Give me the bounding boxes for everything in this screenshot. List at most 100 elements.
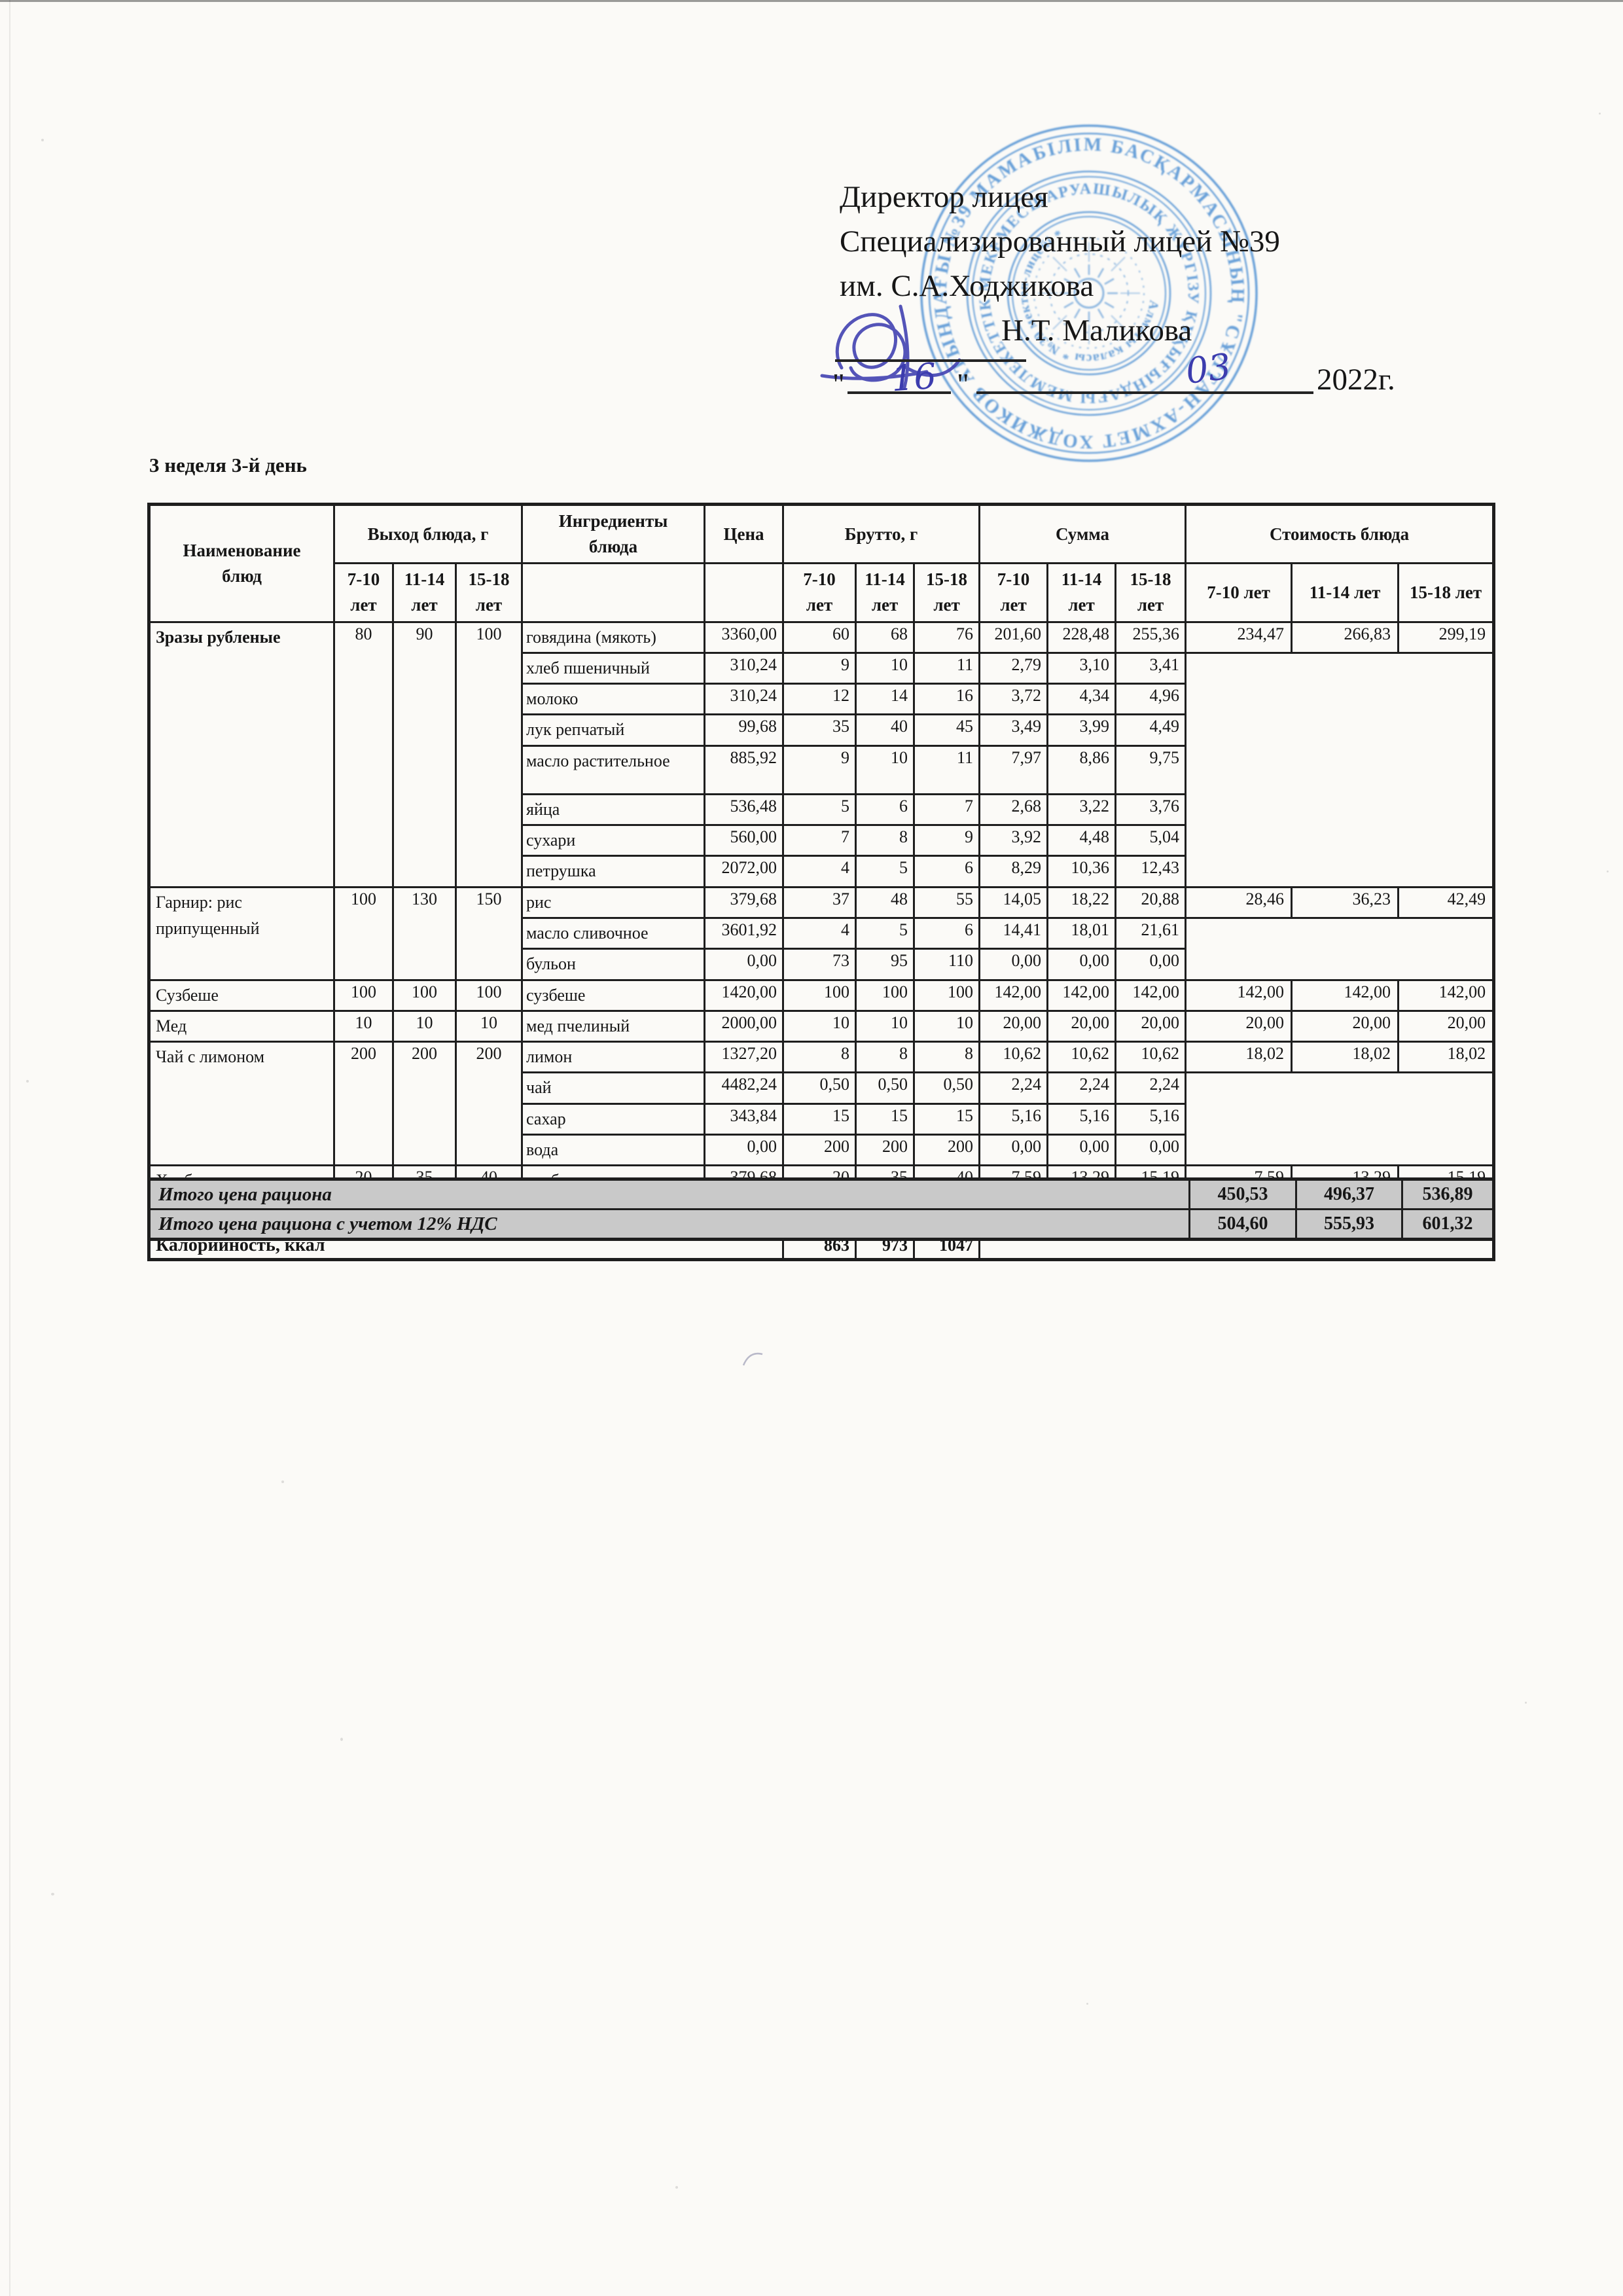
scan-speck (1599, 113, 1601, 115)
brutto-cell: 68 (855, 620, 916, 654)
summa-cell: 4,34 (1046, 683, 1117, 716)
brutto-cell: 0,50 (913, 1071, 981, 1105)
ingredient-cell: петрушка (521, 855, 706, 888)
scan-speck (26, 1080, 29, 1083)
summa-cell: 10,62 (978, 1041, 1049, 1074)
age-header: 11-14 лет (1291, 562, 1400, 623)
age-header: 15-18 лет (1115, 562, 1187, 623)
yield-cell: 10 (333, 1009, 394, 1043)
total-value: 504,60 (1188, 1208, 1297, 1240)
summa-cell: 3,49 (978, 713, 1049, 747)
brutto-cell: 10 (782, 1009, 857, 1043)
summa-cell: 20,00 (1115, 1009, 1187, 1043)
total-label: Итого цена рациона с учетом 12% НДС (148, 1208, 1190, 1240)
brutto-cell: 100 (913, 978, 981, 1012)
age-header: 11-14 лет (1046, 562, 1117, 623)
ingredient-row: яйца 536,48 5 6 7 2,68 3,22 3,76 (149, 793, 1494, 827)
scan-left-edge (9, 0, 10, 2296)
empty-header (704, 562, 785, 623)
summa-cell: 21,61 (1115, 916, 1187, 950)
summa-cell: 3,92 (978, 824, 1049, 857)
brutto-cell: 12 (782, 683, 857, 716)
brutto-cell: 6 (855, 793, 916, 827)
brutto-cell: 8 (913, 1041, 981, 1074)
summa-cell: 10,36 (1046, 855, 1117, 888)
summa-cell: 142,00 (1115, 978, 1187, 1012)
ingredient-row: лук репчатый 99,68 35 40 45 3,49 3,99 4,49 (149, 713, 1494, 747)
brutto-cell: 7 (913, 793, 981, 827)
col-header-name: Наименование блюд (148, 503, 335, 623)
price-cell: 343,84 (704, 1102, 785, 1136)
summa-cell: 0,00 (978, 948, 1049, 981)
cost-cell: 266,83 (1291, 620, 1400, 654)
summa-cell: 20,00 (978, 1009, 1049, 1043)
brutto-cell: 10 (913, 1009, 981, 1043)
ingredient-cell: сухари (521, 824, 706, 857)
yield-cell: 10 (454, 1009, 524, 1043)
ingredient-row: Мед 10 10 10 мед пчелиный 2000,00 10 10 10 20,00 2… (148, 1009, 1495, 1043)
price-cell: 1327,20 (704, 1041, 785, 1074)
header-line-3: им. С.А.Ходжикова (840, 269, 1094, 303)
total-row: Итого цена рациона с учетом 12% НДС 504,… (148, 1208, 1495, 1240)
brutto-cell: 15 (855, 1102, 916, 1136)
ingredient-row: бульон 0,00 73 95 110 0,00 0,00 0,00 (149, 948, 1494, 981)
summa-cell: 10,62 (1115, 1041, 1187, 1074)
brutto-cell: 5 (855, 916, 916, 950)
summa-cell: 228,48 (1046, 620, 1117, 654)
ingredient-cell: сузбеше (521, 978, 706, 1012)
signature (820, 304, 961, 389)
total-label: Итого цена рациона (148, 1178, 1190, 1210)
official-stamp: БІЛІМ БАСҚАРМАСЫНЫҢ "СҰЛТАН-АХМЕТ ХОДЖИК… (915, 119, 1263, 467)
brutto-cell: 73 (782, 948, 857, 981)
brutto-cell: 15 (913, 1102, 981, 1136)
table-header-row-2: 7-10 лет 11-14 лет 15-18 лет 7-10 лет 11… (149, 562, 1495, 623)
summa-cell: 4,48 (1046, 824, 1117, 857)
price-cell: 0,00 (704, 948, 785, 981)
cost-cell: 20,00 (1291, 1009, 1400, 1043)
ingredient-row: хлеб пшеничный 310,24 9 10 11 2,79 3,10 3,41 (149, 651, 1494, 685)
summa-cell: 3,76 (1115, 793, 1187, 827)
cost-empty-cell (1186, 1073, 1494, 1166)
ingredient-row: сахар 343,84 15 15 15 5,16 5,16 5,16 (149, 1102, 1494, 1136)
col-header-yield: Выход блюда, г (332, 503, 524, 565)
price-cell: 885,92 (704, 744, 785, 795)
summa-cell: 4,49 (1115, 713, 1187, 747)
ingredient-cell: яйца (521, 793, 706, 827)
cost-empty-cell (1186, 918, 1494, 980)
scan-speck (675, 2186, 678, 2189)
summa-cell: 20,00 (1046, 1009, 1117, 1043)
summa-cell: 0,00 (1115, 1134, 1187, 1167)
price-cell: 3360,00 (704, 620, 785, 654)
summa-cell: 3,41 (1115, 651, 1187, 685)
summa-cell: 10,62 (1046, 1041, 1117, 1074)
doc-header: Директор лицея Специализированный лицей … (840, 182, 1280, 360)
brutto-cell: 6 (913, 855, 981, 888)
brutto-cell: 200 (855, 1134, 916, 1167)
summa-cell: 0,00 (978, 1134, 1049, 1167)
signature-underline (835, 359, 1026, 362)
cost-cell: 18,02 (1185, 1041, 1293, 1074)
summa-cell: 142,00 (978, 978, 1049, 1012)
brutto-cell: 11 (913, 651, 981, 685)
total-value: 496,37 (1295, 1178, 1403, 1210)
ingredient-cell: лук репчатый (521, 713, 706, 747)
col-header-cost: Стоимость блюда (1185, 503, 1495, 565)
yield-cell: 80 (333, 620, 394, 888)
summa-cell: 7,97 (978, 744, 1049, 795)
ingredient-cell: говядина (мякоть) (521, 620, 706, 654)
brutto-cell: 0,50 (782, 1071, 857, 1105)
brutto-cell: 9 (913, 824, 981, 857)
brutto-cell: 100 (855, 978, 916, 1012)
week-label: 3 неделя 3-й день (149, 454, 307, 476)
summa-cell: 2,24 (1046, 1071, 1117, 1105)
brutto-cell: 16 (913, 683, 981, 716)
dish-name-cell: Мед (148, 1009, 335, 1043)
yield-cell: 200 (392, 1041, 457, 1167)
summa-cell: 20,88 (1115, 886, 1187, 919)
brutto-cell: 4 (782, 855, 857, 888)
dish-name-cell: Гарнир: рис припущенный (148, 886, 335, 981)
yield-cell: 100 (333, 886, 394, 981)
ingredient-cell: вода (521, 1134, 706, 1167)
total-value: 536,89 (1401, 1178, 1495, 1210)
